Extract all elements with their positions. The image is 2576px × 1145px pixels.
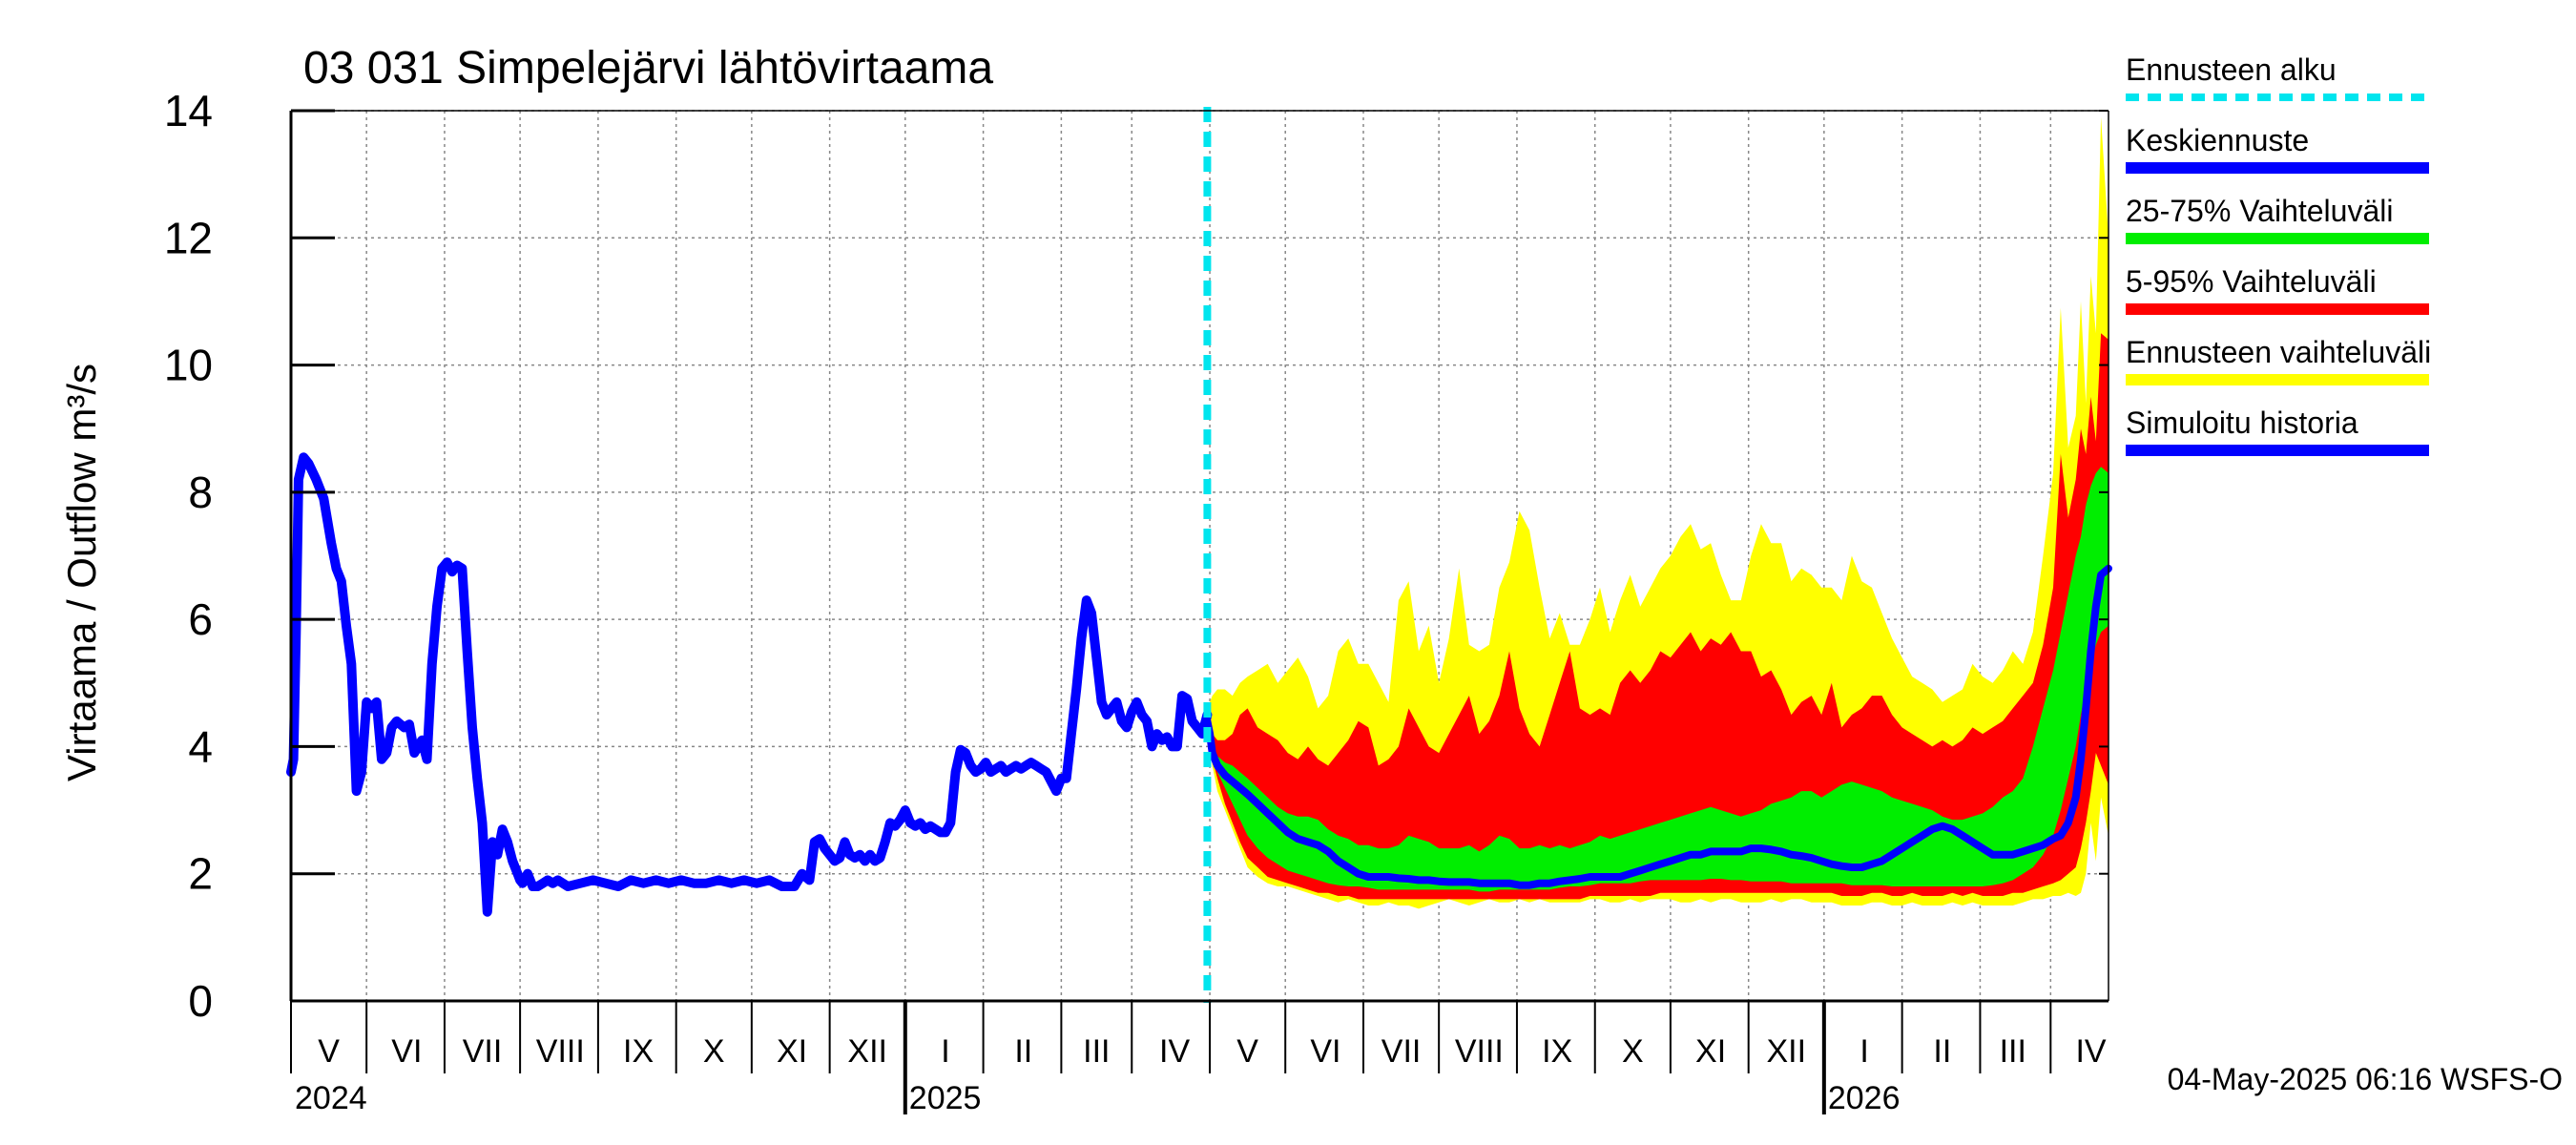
legend-label: Simuloitu historia	[2126, 406, 2358, 440]
x-month-label: I	[941, 1033, 949, 1070]
x-month-label: IX	[623, 1033, 654, 1070]
y-tick-label: 4	[188, 721, 213, 771]
x-month-label: X	[703, 1033, 725, 1070]
x-month-label: VII	[1381, 1033, 1422, 1070]
axes	[289, 110, 2109, 1003]
y-axis-ticks: 0 2 4 6 8 10 12 14	[164, 86, 2109, 1026]
x-month-label: III	[1083, 1033, 1110, 1070]
legend-label: Keskiennuste	[2126, 123, 2309, 157]
x-month-label: XI	[777, 1033, 807, 1070]
x-axis-month-labels: V VI VII VIII IX X XI XII I II III IV V VI VII VIII IX X X…	[290, 1001, 2107, 1116]
x-month-label: III	[2000, 1033, 2026, 1070]
legend-label: Ennusteen vaihteluväli	[2126, 335, 2431, 369]
footer-timestamp: 04-May-2025 06:16 WSFS-O	[2168, 1062, 2563, 1096]
x-month-label: X	[1622, 1033, 1644, 1070]
x-year-label: 2024	[295, 1080, 367, 1116]
legend-label: 25-75% Vaihteluväli	[2126, 194, 2393, 228]
x-month-label: VI	[1310, 1033, 1340, 1070]
legend-label: 5-95% Vaihteluväli	[2126, 264, 2377, 299]
y-tick-label: 0	[188, 976, 213, 1026]
chart-title: 03 031 Simpelejärvi lähtövirtaama	[303, 43, 993, 94]
legend-label: Ennusteen alku	[2126, 52, 2337, 87]
x-month-label: V	[1236, 1033, 1258, 1070]
x-month-label: II	[1933, 1033, 1951, 1070]
x-month-label: IV	[1159, 1033, 1190, 1070]
x-month-label: IV	[2075, 1033, 2106, 1070]
x-month-label: VI	[391, 1033, 422, 1070]
x-month-label: VIII	[536, 1033, 585, 1070]
y-axis-label: Virtaama / Outflow m³/s	[59, 364, 104, 781]
x-month-label: VIII	[1455, 1033, 1504, 1070]
simulated-history-line	[286, 452, 1213, 917]
y-tick-label: 12	[164, 213, 213, 262]
x-month-label: II	[1014, 1033, 1032, 1070]
x-month-label: XI	[1695, 1033, 1726, 1070]
mean-forecast-line	[1203, 564, 2112, 889]
x-month-label: IX	[1542, 1033, 1572, 1070]
x-month-label: XII	[1766, 1033, 1806, 1070]
y-tick-label: 10	[164, 341, 213, 390]
y-tick-label: 2	[188, 849, 213, 899]
band-5-95	[1207, 333, 2109, 900]
x-month-label: XII	[847, 1033, 887, 1070]
y-tick-label: 8	[188, 468, 213, 517]
x-month-label: V	[318, 1033, 340, 1070]
x-month-label: I	[1859, 1033, 1868, 1070]
y-tick-label: 6	[188, 594, 213, 644]
legend: Ennusteen alku Keskiennuste 25-75% Vaihtel…	[2126, 52, 2431, 456]
x-month-label: VII	[463, 1033, 503, 1070]
x-year-label: 2025	[909, 1080, 982, 1116]
y-tick-label: 14	[164, 86, 213, 135]
x-year-label: 2026	[1828, 1080, 1901, 1116]
